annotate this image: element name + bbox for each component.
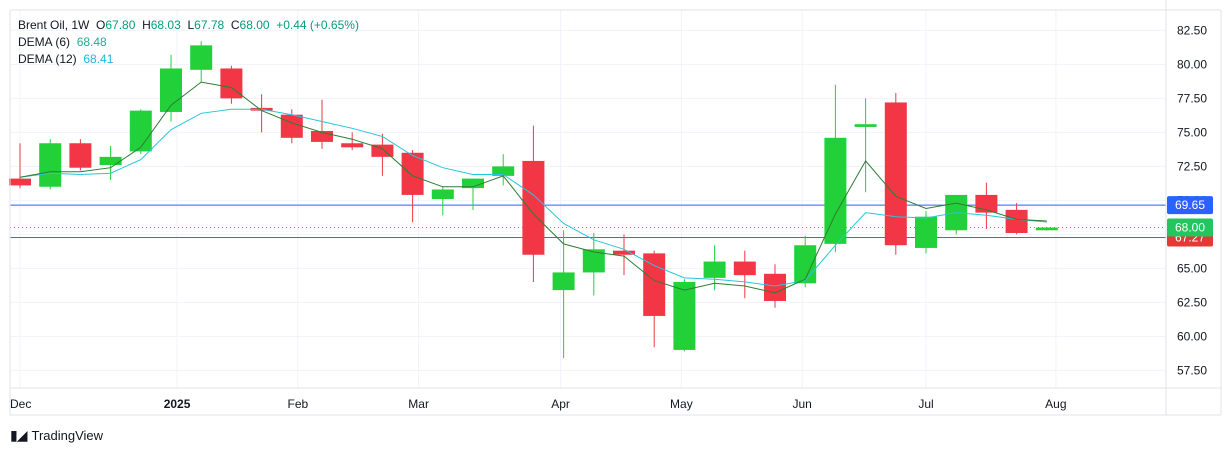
price-lines <box>10 204 1166 238</box>
candle-body <box>854 124 877 127</box>
candle-body <box>311 131 333 142</box>
candle-body <box>1035 227 1058 231</box>
chart-frame <box>9 0 1222 416</box>
legend-dema6-label: DEMA (6) <box>18 35 71 49</box>
candle-body <box>1005 209 1028 233</box>
price-tag-green <box>1167 218 1213 237</box>
legend-dema6-value: 68.48 <box>76 35 107 49</box>
candle-body <box>129 110 152 152</box>
legend-low-label: L <box>187 18 195 32</box>
price-tick-label: 57.50 <box>1177 363 1207 377</box>
price-tick-label: 80.00 <box>1177 57 1207 71</box>
time-tick-label: Apr <box>551 397 570 411</box>
legend-change: +0.44 (+0.65%) <box>276 18 359 32</box>
dema12-line <box>19 108 1047 287</box>
legend: Brent Oil, 1W O67.80 H68.03 L67.78 C68.0… <box>18 17 359 68</box>
price-tag-blue <box>1167 196 1213 215</box>
candle-body <box>884 102 907 246</box>
candle-body <box>522 160 545 255</box>
candle-body <box>764 273 786 301</box>
candle-body <box>673 281 696 350</box>
candle-body <box>39 143 62 187</box>
price-tick-label: 82.50 <box>1177 23 1207 37</box>
candle-body <box>613 250 635 255</box>
time-tick-label: Aug <box>1045 397 1066 411</box>
candle-body <box>492 166 515 176</box>
brand-name: TradingView <box>31 428 104 443</box>
legend-interval[interactable]: 1W <box>71 18 90 32</box>
time-axis[interactable]: Dec 2025 Feb Mar Apr May Jun Jul Aug <box>10 397 1067 411</box>
time-tick-label: Jun <box>793 397 812 411</box>
tradingview-logo-icon: ▮◢ <box>10 427 28 443</box>
legend-symbol[interactable]: Brent Oil <box>18 18 65 32</box>
legend-ohlc-row: Brent Oil, 1W O67.80 H68.03 L67.78 C68.0… <box>18 18 359 32</box>
candle-body <box>431 189 454 199</box>
tradingview-brand[interactable]: ▮◢ TradingView <box>10 427 103 444</box>
dema6-line <box>19 81 1047 294</box>
price-tick-label: 60.00 <box>1177 329 1207 343</box>
candle-body <box>220 68 243 99</box>
candle-body <box>280 114 303 138</box>
price-tick-label: 65.00 <box>1177 261 1207 275</box>
candles <box>9 41 1058 359</box>
dema-lines <box>19 81 1047 294</box>
legend-high: 68.03 <box>150 18 181 32</box>
candle-body <box>794 245 817 284</box>
candle-body <box>190 45 213 70</box>
legend-open-label: O <box>96 18 106 32</box>
candle-body <box>69 143 92 168</box>
time-tick-label: Feb <box>287 397 308 411</box>
legend-close-label: C <box>230 18 240 32</box>
candle-body <box>9 178 31 186</box>
price-axis[interactable]: 82.5080.0077.5075.0072.5070.0067.5065.00… <box>1167 23 1213 377</box>
candle-body <box>824 137 847 244</box>
candle-body <box>99 156 122 166</box>
price-tag-label-green: 68.00 <box>1175 221 1205 235</box>
legend-dema12-row[interactable]: DEMA (12) 68.41 <box>18 51 359 68</box>
legend-low: 67.78 <box>194 18 225 32</box>
legend-dema12-value: 68.41 <box>83 52 114 66</box>
price-tick-label: 75.00 <box>1177 125 1207 139</box>
legend-dema12-label: DEMA (12) <box>18 52 77 66</box>
time-tick-label: Mar <box>408 397 429 411</box>
time-tick-label: May <box>670 397 693 411</box>
candle-body <box>341 143 364 148</box>
time-tick-label: 2025 <box>164 397 191 411</box>
candle-body <box>552 272 575 291</box>
price-tick-label: 62.50 <box>1177 295 1207 309</box>
legend-high-label: H <box>142 18 151 32</box>
legend-open: 67.80 <box>105 18 136 32</box>
candle-body <box>915 216 937 248</box>
time-tick-label: Jul <box>918 397 933 411</box>
time-tick-label: Dec <box>10 397 31 411</box>
legend-dema6-row[interactable]: DEMA (6) 68.48 <box>18 34 359 51</box>
price-tick-label: 72.50 <box>1177 159 1207 173</box>
candle-body <box>703 261 726 278</box>
candle-body <box>401 152 424 195</box>
candle-body <box>733 261 756 276</box>
grid <box>10 10 1166 388</box>
price-tick-label: 77.50 <box>1177 91 1207 105</box>
candle-body <box>643 253 666 316</box>
candle-body <box>582 249 605 273</box>
candle-body <box>462 178 484 189</box>
legend-close: 68.00 <box>239 18 270 32</box>
price-tag-label-blue: 69.65 <box>1175 198 1205 212</box>
